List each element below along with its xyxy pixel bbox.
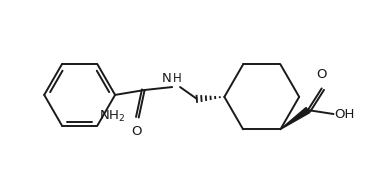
Text: NH$_2$: NH$_2$: [99, 109, 126, 124]
Text: OH: OH: [334, 109, 355, 122]
Text: N: N: [162, 72, 171, 85]
Text: O: O: [317, 67, 327, 80]
Text: H: H: [173, 72, 182, 85]
Polygon shape: [280, 108, 310, 129]
Text: O: O: [131, 125, 142, 138]
